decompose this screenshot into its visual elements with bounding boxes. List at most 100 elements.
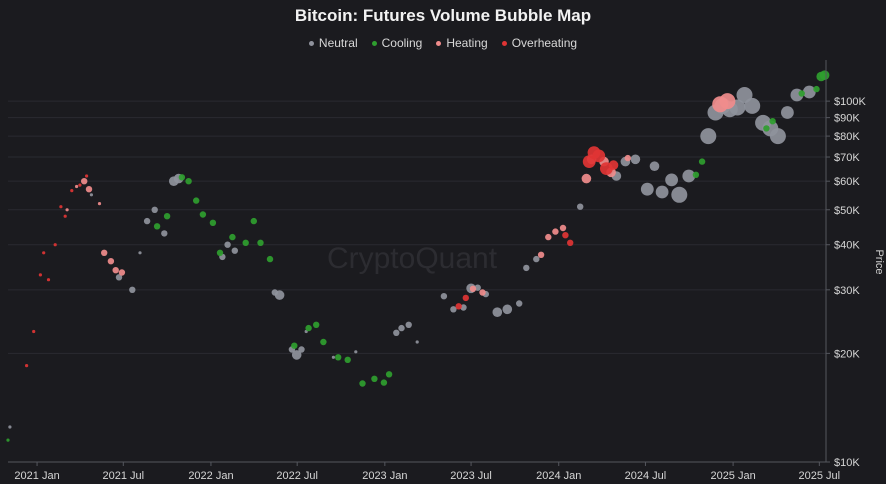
bubble-overheating[interactable] — [78, 183, 82, 187]
bubble-cooling[interactable] — [266, 255, 274, 263]
bubble-cooling[interactable] — [344, 356, 351, 363]
bubble-neutral[interactable] — [398, 324, 405, 332]
bubble-neutral[interactable] — [138, 251, 142, 255]
bubble-heating[interactable] — [552, 228, 559, 235]
bubble-neutral[interactable] — [161, 230, 168, 237]
bubble-neutral[interactable] — [460, 304, 467, 311]
bubble-neutral[interactable] — [665, 173, 678, 187]
legend-item-cooling[interactable]: Cooling — [371, 36, 422, 50]
bubble-neutral[interactable] — [129, 286, 136, 293]
bubble-cooling[interactable] — [229, 233, 236, 241]
bubble-cooling[interactable] — [178, 174, 186, 181]
bubble-overheating[interactable] — [32, 329, 36, 334]
bubble-neutral[interactable] — [516, 300, 523, 307]
bubble-heating[interactable] — [112, 267, 119, 274]
bubble-cooling[interactable] — [769, 118, 776, 125]
bubble-overheating[interactable] — [42, 251, 46, 255]
bubble-neutral[interactable] — [781, 106, 794, 119]
bubble-heating[interactable] — [545, 233, 552, 241]
bubble-neutral[interactable] — [671, 186, 688, 203]
bubble-neutral[interactable] — [89, 193, 93, 197]
bubble-neutral[interactable] — [291, 350, 302, 360]
bubble-cooling[interactable] — [185, 178, 192, 185]
bubble-overheating[interactable] — [38, 273, 43, 277]
bubble-neutral[interactable] — [655, 185, 669, 199]
bubble-overheating[interactable] — [53, 243, 57, 247]
bubble-heating[interactable] — [75, 184, 79, 189]
bubble-neutral[interactable] — [700, 128, 717, 145]
bubble-heating[interactable] — [101, 249, 108, 256]
legend-item-neutral[interactable]: Neutral — [308, 36, 358, 50]
bubble-cooling[interactable] — [6, 438, 10, 442]
bubble-cooling[interactable] — [359, 380, 366, 387]
bubble-cooling[interactable] — [250, 217, 257, 225]
bubble-neutral[interactable] — [682, 169, 696, 183]
bubble-neutral[interactable] — [802, 85, 816, 99]
legend-item-heating[interactable]: Heating — [436, 36, 488, 50]
bubble-overheating[interactable] — [46, 278, 51, 282]
bubble-neutral[interactable] — [393, 329, 400, 336]
bubble-neutral[interactable] — [331, 355, 335, 359]
bubble-neutral[interactable] — [231, 247, 238, 254]
bubble-cooling[interactable] — [193, 197, 200, 204]
bubble-overheating[interactable] — [592, 149, 606, 163]
bubble-overheating[interactable] — [25, 364, 29, 368]
bubble-neutral[interactable] — [630, 154, 641, 165]
bubble-neutral[interactable] — [405, 321, 412, 328]
legend-item-overheating[interactable]: Overheating — [501, 36, 577, 50]
bubble-neutral[interactable] — [577, 203, 584, 210]
bubble-cooling[interactable] — [153, 223, 161, 230]
bubble-overheating[interactable] — [59, 205, 63, 209]
bubble-cooling[interactable] — [209, 219, 217, 226]
bubble-heating[interactable] — [624, 154, 631, 162]
bubble-cooling[interactable] — [257, 239, 264, 246]
bubble-cooling[interactable] — [385, 371, 393, 378]
bubble-neutral[interactable] — [533, 255, 540, 263]
bubble-neutral[interactable] — [523, 264, 530, 272]
bubble-neutral[interactable] — [354, 350, 358, 354]
bubble-overheating[interactable] — [608, 160, 619, 170]
bubble-cooling[interactable] — [216, 249, 224, 256]
bubble-neutral[interactable] — [298, 346, 305, 353]
bubble-overheating[interactable] — [562, 232, 569, 239]
bubble-cooling[interactable] — [242, 239, 249, 246]
bubble-neutral[interactable] — [640, 182, 654, 196]
bubble-heating[interactable] — [107, 258, 115, 265]
bubble-overheating[interactable] — [567, 239, 574, 246]
bubble-cooling[interactable] — [313, 321, 320, 328]
bubble-cooling[interactable] — [163, 213, 171, 220]
bubble-cooling[interactable] — [305, 324, 312, 332]
bubble-cooling[interactable] — [763, 125, 770, 132]
bubble-cooling[interactable] — [371, 375, 378, 382]
bubble-neutral[interactable] — [415, 340, 419, 344]
bubble-heating[interactable] — [65, 208, 69, 212]
bubble-cooling[interactable] — [813, 85, 820, 93]
bubble-neutral[interactable] — [492, 307, 503, 318]
bubble-neutral[interactable] — [115, 274, 123, 281]
bubble-heating[interactable] — [559, 224, 567, 232]
bubble-cooling[interactable] — [798, 90, 805, 97]
bubble-neutral[interactable] — [224, 241, 231, 248]
bubble-heating[interactable] — [118, 269, 126, 276]
bubble-cooling[interactable] — [819, 70, 830, 80]
bubble-cooling[interactable] — [199, 211, 207, 218]
bubble-neutral[interactable] — [744, 97, 761, 114]
bubble-neutral[interactable] — [769, 128, 786, 145]
bubble-heating[interactable] — [85, 186, 93, 193]
bubble-neutral[interactable] — [502, 304, 513, 315]
bubble-cooling[interactable] — [692, 171, 700, 178]
bubble-neutral[interactable] — [8, 425, 12, 429]
bubble-overheating[interactable] — [63, 214, 67, 218]
bubble-overheating[interactable] — [70, 189, 74, 193]
bubble-neutral[interactable] — [274, 290, 285, 300]
bubble-neutral[interactable] — [151, 206, 158, 213]
bubble-cooling[interactable] — [380, 379, 388, 386]
bubble-neutral[interactable] — [649, 161, 660, 171]
bubble-neutral[interactable] — [450, 306, 457, 313]
bubble-cooling[interactable] — [698, 158, 706, 165]
bubble-heating[interactable] — [537, 251, 545, 258]
bubble-heating[interactable] — [81, 178, 88, 185]
bubble-heating[interactable] — [97, 202, 102, 206]
bubble-heating[interactable] — [719, 93, 736, 110]
bubble-neutral[interactable] — [143, 217, 151, 225]
